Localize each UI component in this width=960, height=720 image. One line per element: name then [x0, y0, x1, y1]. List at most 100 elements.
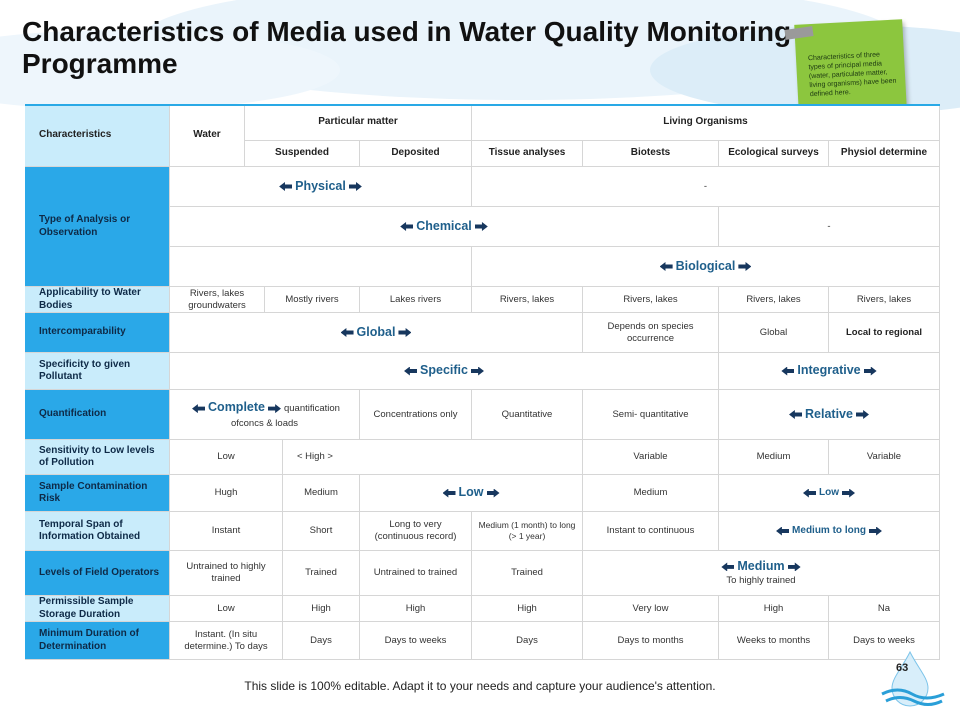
table-cell: Complete quantification ofconcs & loads [170, 390, 360, 440]
table-cell: Characteristics [25, 105, 170, 167]
cell-text: Mostly rivers [285, 293, 339, 305]
table-cell: Chemical [170, 207, 719, 247]
arrow-icon [192, 404, 206, 414]
arrow-icon [842, 488, 855, 498]
table-cell: Short [283, 512, 360, 551]
cell-text: Water [193, 129, 221, 141]
table-cell: High [472, 596, 583, 622]
arrow-icon [868, 526, 882, 536]
table-cell: Physiol determine [829, 141, 940, 167]
cell-text: Quantification [39, 408, 107, 420]
table-cell: Local to regional [829, 313, 940, 353]
cell-text: Untrained to highly trained [186, 561, 266, 584]
table-cell: Na [829, 596, 940, 622]
cell-text: Sensitivity to Low levels of Pollution [39, 444, 155, 469]
cell-text: Low [458, 485, 484, 500]
cell-text: Rivers, lakes groundwaters [188, 287, 246, 311]
cell-text: Local to regional [845, 326, 922, 338]
arrow-icon [474, 222, 488, 231]
table-cell: Living Organisms [472, 105, 940, 141]
table-cell: Water [170, 105, 245, 167]
arrow-icon [404, 366, 418, 376]
table-cell: Particular matter [245, 105, 472, 141]
table-cell: Long to very (continuous record) [360, 512, 472, 551]
table-cell: Specific [170, 353, 719, 390]
cell-text: Days to weeks [853, 634, 915, 646]
cell-text: Na [877, 602, 891, 614]
arrow-icon [398, 328, 412, 337]
table-cell: Days [472, 622, 583, 660]
table-cell [170, 247, 472, 287]
cell-text: Integrative [797, 363, 861, 378]
table-cell: Tissue analyses [472, 141, 583, 167]
cell-text: Medium (1 month) to long (> 1 year) [478, 520, 576, 541]
table-cell: Medium [719, 440, 829, 475]
table-cell: Depends on species occurrence [583, 313, 719, 353]
cell-text: Applicability to Water Bodies [39, 287, 141, 311]
table-cell: Medium [583, 475, 719, 512]
cell-text: - [703, 180, 708, 192]
table-cell: Semi- quantitative [583, 390, 719, 440]
table-cell: Weeks to months [719, 622, 829, 660]
table-cell: Concentrations only [360, 390, 472, 440]
table-cell: Permissible Sample Storage Duration [25, 596, 170, 622]
cell-text: Particular matter [318, 116, 398, 128]
cell-text: Rivers, lakes [856, 293, 912, 305]
table-top-rule [25, 104, 940, 106]
table-cell: Biotests [583, 141, 719, 167]
table-cell: Days [283, 622, 360, 660]
table-cell: Variable [583, 440, 719, 475]
table-cell: Instant [170, 512, 283, 551]
cell-text: Living Organisms [663, 116, 748, 128]
cell-text: Short [309, 525, 333, 537]
table-cell: Days to months [583, 622, 719, 660]
table-cell: Global [170, 313, 583, 353]
cell-text: < High > [297, 451, 333, 463]
cell-text: Days [310, 634, 332, 646]
cell-text: Long to very (continuous record) [374, 519, 457, 542]
table-cell: Rivers, lakes [719, 287, 829, 313]
table-cell: Very low [583, 596, 719, 622]
table-cell: Intercomparability [25, 313, 170, 353]
cell-text: Chemical [416, 218, 472, 233]
arrow-icon [340, 328, 354, 337]
arrow-icon [738, 262, 752, 271]
cell-text: Temporal Span of Information Obtained [39, 518, 141, 543]
cell-text: Variable [866, 451, 902, 463]
cell-text: Physical [295, 178, 346, 193]
cell-text: Permissible Sample Storage Duration [39, 596, 134, 620]
cell-text: Medium to long [792, 524, 866, 536]
table-cell: Temporal Span of Information Obtained [25, 512, 170, 551]
cell-text: Type of Analysis or Observation [39, 214, 131, 238]
cell-text: To highly trained [726, 574, 796, 586]
cell-text: High [517, 602, 537, 614]
table-cell: Sample Contamination Risk [25, 475, 170, 512]
cell-text: Very low [632, 602, 669, 614]
cell-text: Levels of Field Operators [39, 566, 160, 578]
table-cell: - [472, 167, 940, 207]
cell-text: Trained [511, 567, 543, 579]
table-cell: Specificity to given Pollutant [25, 353, 170, 390]
arrow-icon [863, 366, 877, 376]
table-cell: Sensitivity to Low levels of Pollution [25, 440, 170, 475]
table-cell: Integrative [719, 353, 940, 390]
cell-text: Weeks to months [736, 634, 811, 646]
cell-text: Lakes rivers [389, 293, 442, 305]
cell-text: Quantitative [501, 408, 553, 420]
cell-text: Biological [675, 258, 736, 273]
cell-text: High [763, 602, 784, 614]
table-cell: Applicability to Water Bodies [25, 287, 170, 313]
table-cell: - [719, 207, 940, 247]
table-cell: Hugh [170, 475, 283, 512]
cell-text: Low [217, 602, 235, 614]
cell-text: Medium [304, 487, 338, 499]
arrow-icon [267, 404, 281, 414]
table-cell: < High > [283, 440, 583, 475]
cell-text: Days to months [617, 634, 684, 646]
cell-text: High [311, 602, 331, 614]
table-cell: Levels of Field Operators [25, 551, 170, 596]
cell-text: Deposited [391, 147, 440, 159]
cell-text: Instant to continuous [606, 525, 695, 537]
arrow-icon [776, 526, 790, 536]
cell-text: Ecological surveys [728, 147, 819, 159]
